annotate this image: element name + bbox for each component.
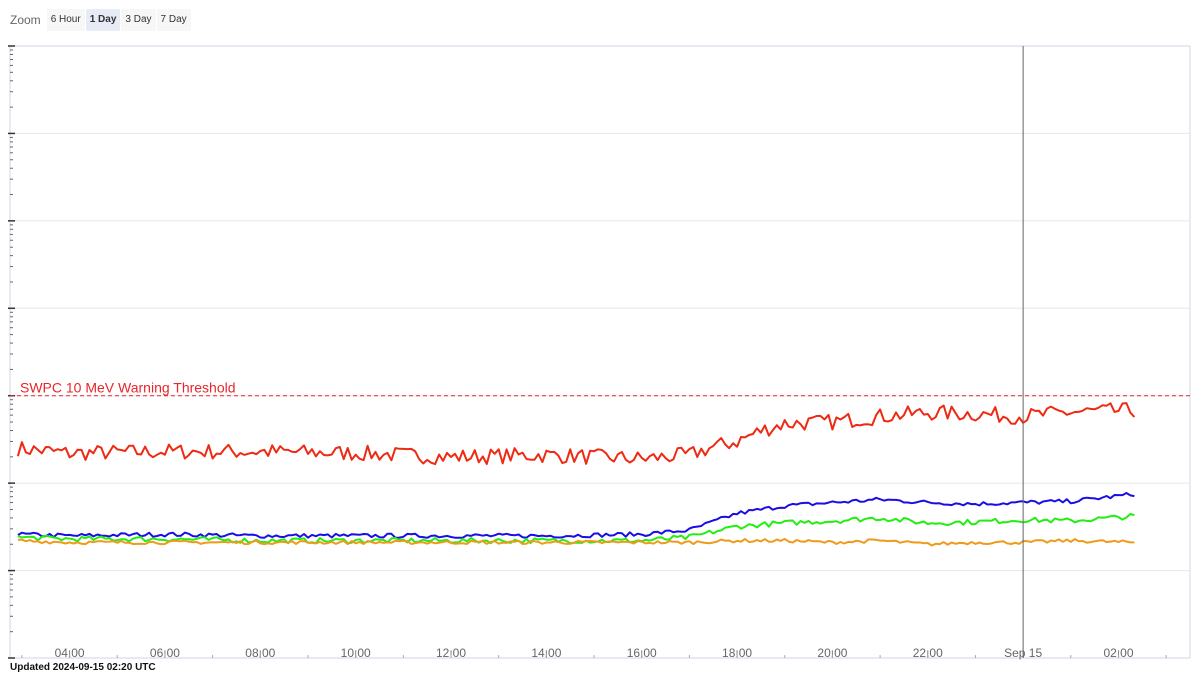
- zoom-7-day-button[interactable]: 7 Day: [156, 9, 191, 31]
- x-tick-label: 16:00: [627, 646, 657, 660]
- zoom-3-day-button[interactable]: 3 Day: [121, 9, 156, 31]
- zoom-6-hour-button[interactable]: 6 Hour: [46, 9, 85, 31]
- x-tick-label: 14:00: [531, 646, 561, 660]
- x-tick-label: 08:00: [245, 646, 275, 660]
- x-tick-label: 10:00: [341, 646, 371, 660]
- grid-lines: [10, 132, 1190, 572]
- x-tick-label: 02:00: [1103, 646, 1133, 660]
- x-tick-label: 04:00: [55, 646, 85, 660]
- plot-frame: [9, 45, 1191, 659]
- series-line-3[interactable]: [17, 537, 1135, 547]
- x-tick-label: 18:00: [722, 646, 752, 660]
- series-lines: [16, 402, 1136, 547]
- threshold-label: SWPC 10 MeV Warning Threshold: [20, 380, 236, 396]
- updated-timestamp: Updated 2024-09-15 02:20 UTC: [10, 662, 156, 673]
- zoom-1-day-button[interactable]: 1 Day: [85, 9, 121, 31]
- x-tick-label: 20:00: [817, 646, 847, 660]
- series-line-1[interactable]: [17, 492, 1135, 539]
- zoom-label: Zoom: [10, 13, 41, 27]
- series-line-0[interactable]: [16, 402, 1136, 466]
- y-axis-ticks: [8, 45, 15, 659]
- x-axis: 04:00 06:00 08:00 10:00 12:00 14:00 16:00 18:00…: [21, 646, 1167, 660]
- x-tick-label: 06:00: [150, 646, 180, 660]
- series-line-2[interactable]: [17, 513, 1135, 545]
- x-tick-label: 12:00: [436, 646, 466, 660]
- zoom-toolbar: Zoom 6 Hour 1 Day 3 Day 7 Day: [10, 8, 192, 32]
- x-tick-label: 22:00: [913, 646, 943, 660]
